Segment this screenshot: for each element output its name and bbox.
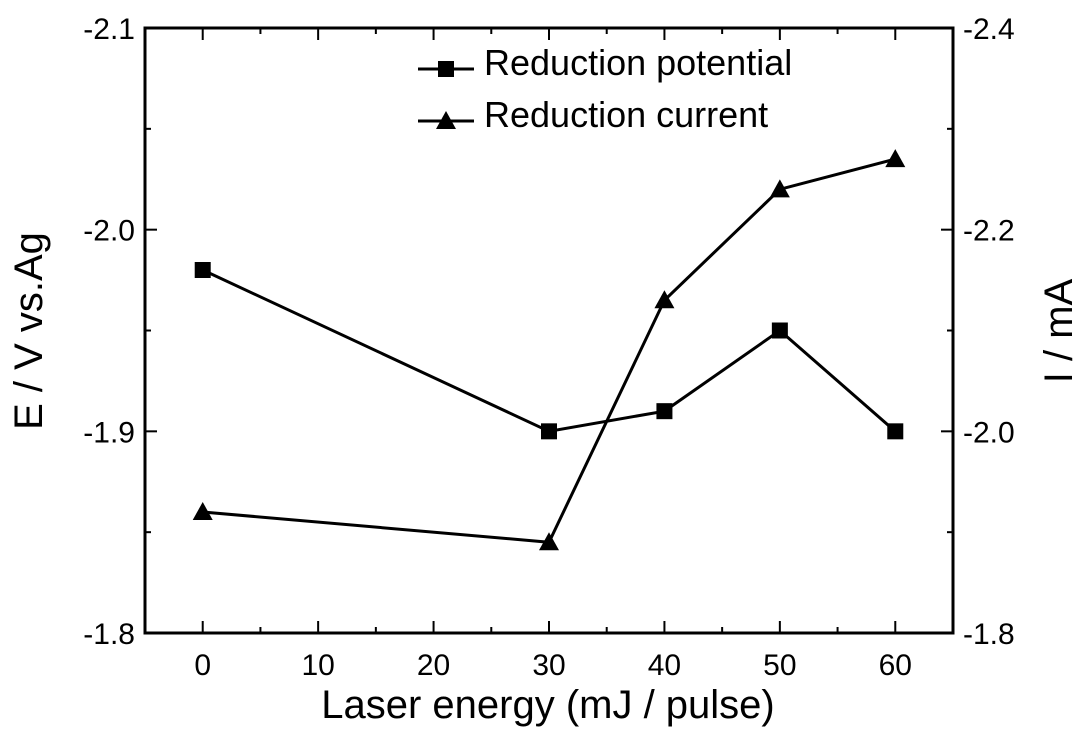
x-tick-label: 30 [532, 649, 565, 682]
legend-marker [438, 61, 454, 77]
series-line [202, 268, 897, 433]
data-point [887, 423, 904, 440]
x-tick-label: 40 [648, 649, 681, 682]
data-point [656, 403, 673, 420]
y-left-tick-label: -1.9 [83, 416, 135, 449]
x-tick-label: 50 [763, 649, 796, 682]
x-axis-ticks: 0 10 20 30 40 50 60 [194, 28, 912, 682]
data-point [769, 179, 790, 198]
y-right-tick-label: -2.0 [963, 416, 1015, 449]
y-left-axis-label: E / V vs.Ag [7, 232, 51, 430]
y-right-tick-label: -2.2 [963, 215, 1015, 248]
data-point [539, 532, 559, 551]
y-right-tick-label: -1.8 [963, 618, 1015, 651]
y-left-tick-label: -1.8 [83, 618, 135, 651]
legend-label: Reduction potential [484, 42, 792, 83]
series-triangle [192, 149, 906, 551]
legend-marker [436, 111, 456, 129]
x-tick-label: 60 [879, 649, 912, 682]
data-point [192, 502, 213, 520]
data-point [194, 262, 211, 278]
y-left-axis-ticks: -2.1 -2.0 -1.9 -1.8 [83, 13, 157, 651]
x-axis-label: Laser energy (mJ / pulse) [321, 683, 775, 727]
series-line [202, 157, 896, 544]
series-layer [192, 149, 906, 551]
legend-item: Reduction potential [418, 42, 792, 83]
x-tick-label: 10 [301, 649, 334, 682]
y-right-tick-label: -2.4 [963, 13, 1015, 46]
series-square [194, 262, 904, 440]
y-right-axis-ticks: -2.4 -2.2 -2.0 -1.8 [941, 13, 1015, 651]
data-point [654, 290, 675, 309]
legend-label: Reduction current [484, 94, 768, 135]
y-left-tick-label: -2.1 [83, 13, 135, 46]
legend: Reduction potential Reduction current [418, 42, 792, 135]
y-right-axis-label: I / mA [1037, 278, 1081, 383]
legend-item: Reduction current [418, 94, 768, 135]
x-tick-label: 20 [417, 649, 450, 682]
x-tick-label: 0 [194, 649, 211, 682]
data-point [541, 423, 557, 440]
data-point [771, 322, 788, 339]
y-left-tick-label: -2.0 [83, 215, 135, 248]
data-point [885, 149, 906, 168]
